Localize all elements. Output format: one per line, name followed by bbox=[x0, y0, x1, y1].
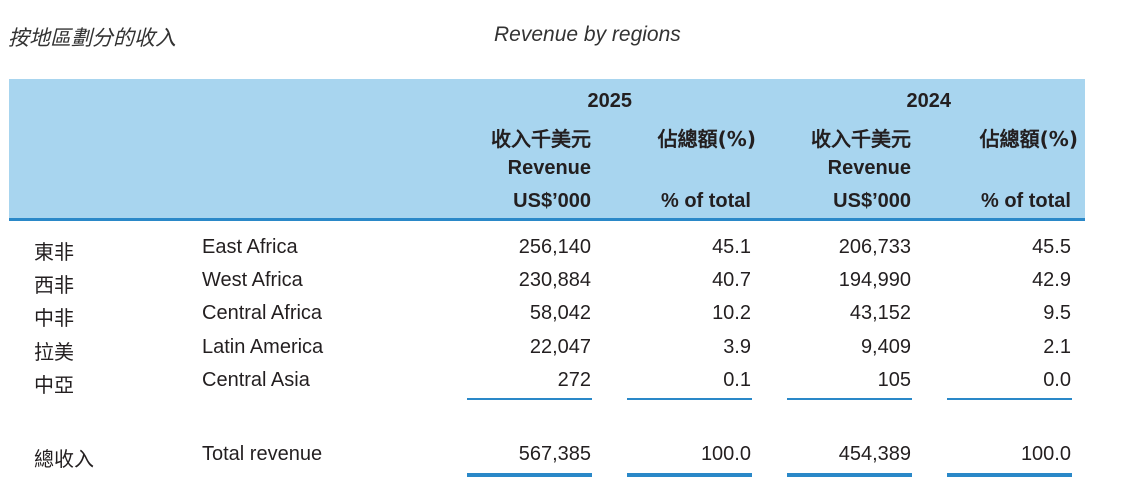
total-revenue-2024: 454,389 bbox=[838, 443, 911, 465]
section-title-zh: 按地區劃分的收入 bbox=[8, 26, 176, 50]
region-name-zh: 西非 bbox=[34, 273, 74, 297]
pct-2025: 0.1 bbox=[723, 369, 751, 391]
section-title-en: Revenue by regions bbox=[494, 23, 681, 46]
table-header-band bbox=[9, 79, 1085, 219]
revenue-2024: 9,409 bbox=[860, 336, 911, 358]
revenue-2025: 256,140 bbox=[518, 236, 591, 258]
table-header-rule bbox=[9, 218, 1085, 221]
revenue-2024: 105 bbox=[877, 369, 911, 391]
pct-2024: 2.1 bbox=[1043, 336, 1071, 358]
region-name-zh: 拉美 bbox=[34, 340, 74, 364]
total-revenue-2025: 567,385 bbox=[518, 443, 591, 465]
total-pct-2025: 100.0 bbox=[700, 443, 751, 465]
total-label-zh: 總收入 bbox=[34, 447, 94, 471]
col-revenue-2025-en: Revenue bbox=[507, 157, 591, 179]
pct-2025: 10.2 bbox=[712, 302, 751, 324]
region-name-zh: 東非 bbox=[34, 240, 74, 264]
col-revenue-2024-en: Revenue bbox=[827, 157, 911, 179]
total-rule bbox=[787, 473, 912, 477]
region-name-en: Central Africa bbox=[202, 302, 323, 324]
col-revenue-2025-zh: 收入千美元 bbox=[491, 127, 591, 151]
region-name-zh: 中亞 bbox=[34, 373, 74, 397]
total-pct-2024: 100.0 bbox=[1020, 443, 1071, 465]
pct-2024: 9.5 bbox=[1043, 302, 1071, 324]
col-revenue-2025-unit: US$’000 bbox=[513, 190, 591, 212]
subtotal-rule bbox=[467, 398, 592, 400]
revenue-2024: 206,733 bbox=[838, 236, 911, 258]
revenue-2025: 272 bbox=[557, 369, 591, 391]
revenue-2024: 43,152 bbox=[849, 302, 911, 324]
pct-2025: 3.9 bbox=[723, 336, 751, 358]
total-label-en: Total revenue bbox=[202, 443, 323, 465]
pct-2024: 42.9 bbox=[1032, 269, 1071, 291]
pct-2024: 45.5 bbox=[1032, 236, 1071, 258]
total-rule bbox=[467, 473, 592, 477]
col-pct-2025-zh: 佔總額(%) bbox=[657, 127, 756, 151]
revenue-2025: 22,047 bbox=[529, 336, 591, 358]
revenue-2024: 194,990 bbox=[838, 269, 911, 291]
revenue-2025: 58,042 bbox=[529, 302, 591, 324]
region-name-en: Central Asia bbox=[202, 369, 310, 391]
col-revenue-2024-zh: 收入千美元 bbox=[811, 127, 911, 151]
region-name-en: East Africa bbox=[202, 236, 298, 258]
col-pct-2024-zh: 佔總額(%) bbox=[979, 127, 1078, 151]
total-rule bbox=[947, 473, 1072, 477]
subtotal-rule bbox=[627, 398, 752, 400]
region-name-en: West Africa bbox=[202, 269, 303, 291]
revenue-2025: 230,884 bbox=[518, 269, 591, 291]
region-name-en: Latin America bbox=[202, 336, 324, 358]
year-2024-header: 2024 bbox=[906, 90, 952, 112]
pct-2025: 45.1 bbox=[712, 236, 751, 258]
total-rule bbox=[627, 473, 752, 477]
col-revenue-2024-unit: US$’000 bbox=[833, 190, 911, 212]
pct-2024: 0.0 bbox=[1043, 369, 1071, 391]
col-pct-2025-en: % of total bbox=[661, 190, 751, 212]
region-name-zh: 中非 bbox=[34, 306, 74, 330]
col-pct-2024-en: % of total bbox=[981, 190, 1071, 212]
year-2025-header: 2025 bbox=[587, 90, 633, 112]
subtotal-rule bbox=[787, 398, 912, 400]
pct-2025: 40.7 bbox=[712, 269, 751, 291]
subtotal-rule bbox=[947, 398, 1072, 400]
